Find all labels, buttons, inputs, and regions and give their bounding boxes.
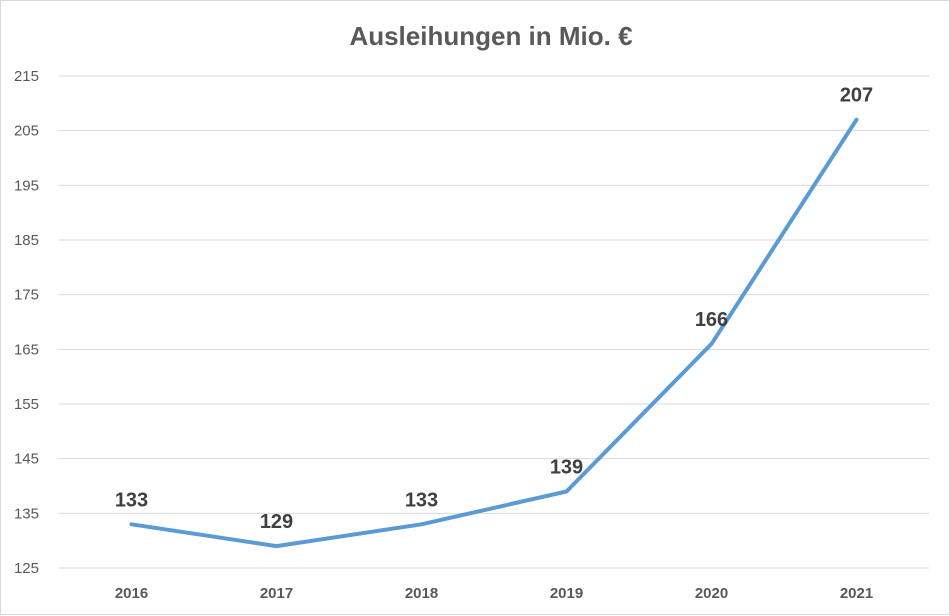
- data-label: 207: [840, 85, 873, 107]
- y-tick-label: 215: [14, 68, 39, 85]
- y-tick-label: 175: [14, 287, 39, 304]
- x-axis-ticks: 2016 2017 2018 2019 2020 2021: [115, 585, 873, 602]
- x-tick-label: 2021: [840, 585, 873, 602]
- x-tick-label: 2019: [550, 585, 583, 602]
- x-tick-label: 2016: [115, 585, 148, 602]
- chart-title: Ausleihungen in Mio. €: [349, 21, 632, 51]
- y-tick-label: 165: [14, 341, 39, 358]
- series-layer: [131, 120, 856, 547]
- gridlines: [59, 76, 929, 568]
- y-tick-label: 185: [14, 232, 39, 249]
- y-tick-label: 195: [14, 177, 39, 194]
- data-label: 129: [260, 511, 293, 533]
- y-tick-label: 135: [14, 505, 39, 522]
- data-labels: 133 129 133 139 166 207: [115, 85, 873, 533]
- x-tick-label: 2020: [695, 585, 728, 602]
- data-label: 139: [550, 456, 583, 478]
- data-label: 166: [695, 309, 728, 331]
- x-tick-label: 2018: [405, 585, 438, 602]
- data-label: 133: [405, 489, 438, 511]
- y-axis-ticks: 125 135 145 155 165 175 185 195 205 215: [14, 68, 39, 577]
- x-tick-label: 2017: [260, 585, 293, 602]
- y-tick-label: 125: [14, 560, 39, 577]
- y-tick-label: 205: [14, 123, 39, 140]
- y-tick-label: 145: [14, 451, 39, 468]
- series-line: [132, 120, 857, 546]
- y-tick-label: 155: [14, 396, 39, 413]
- data-label: 133: [115, 489, 148, 511]
